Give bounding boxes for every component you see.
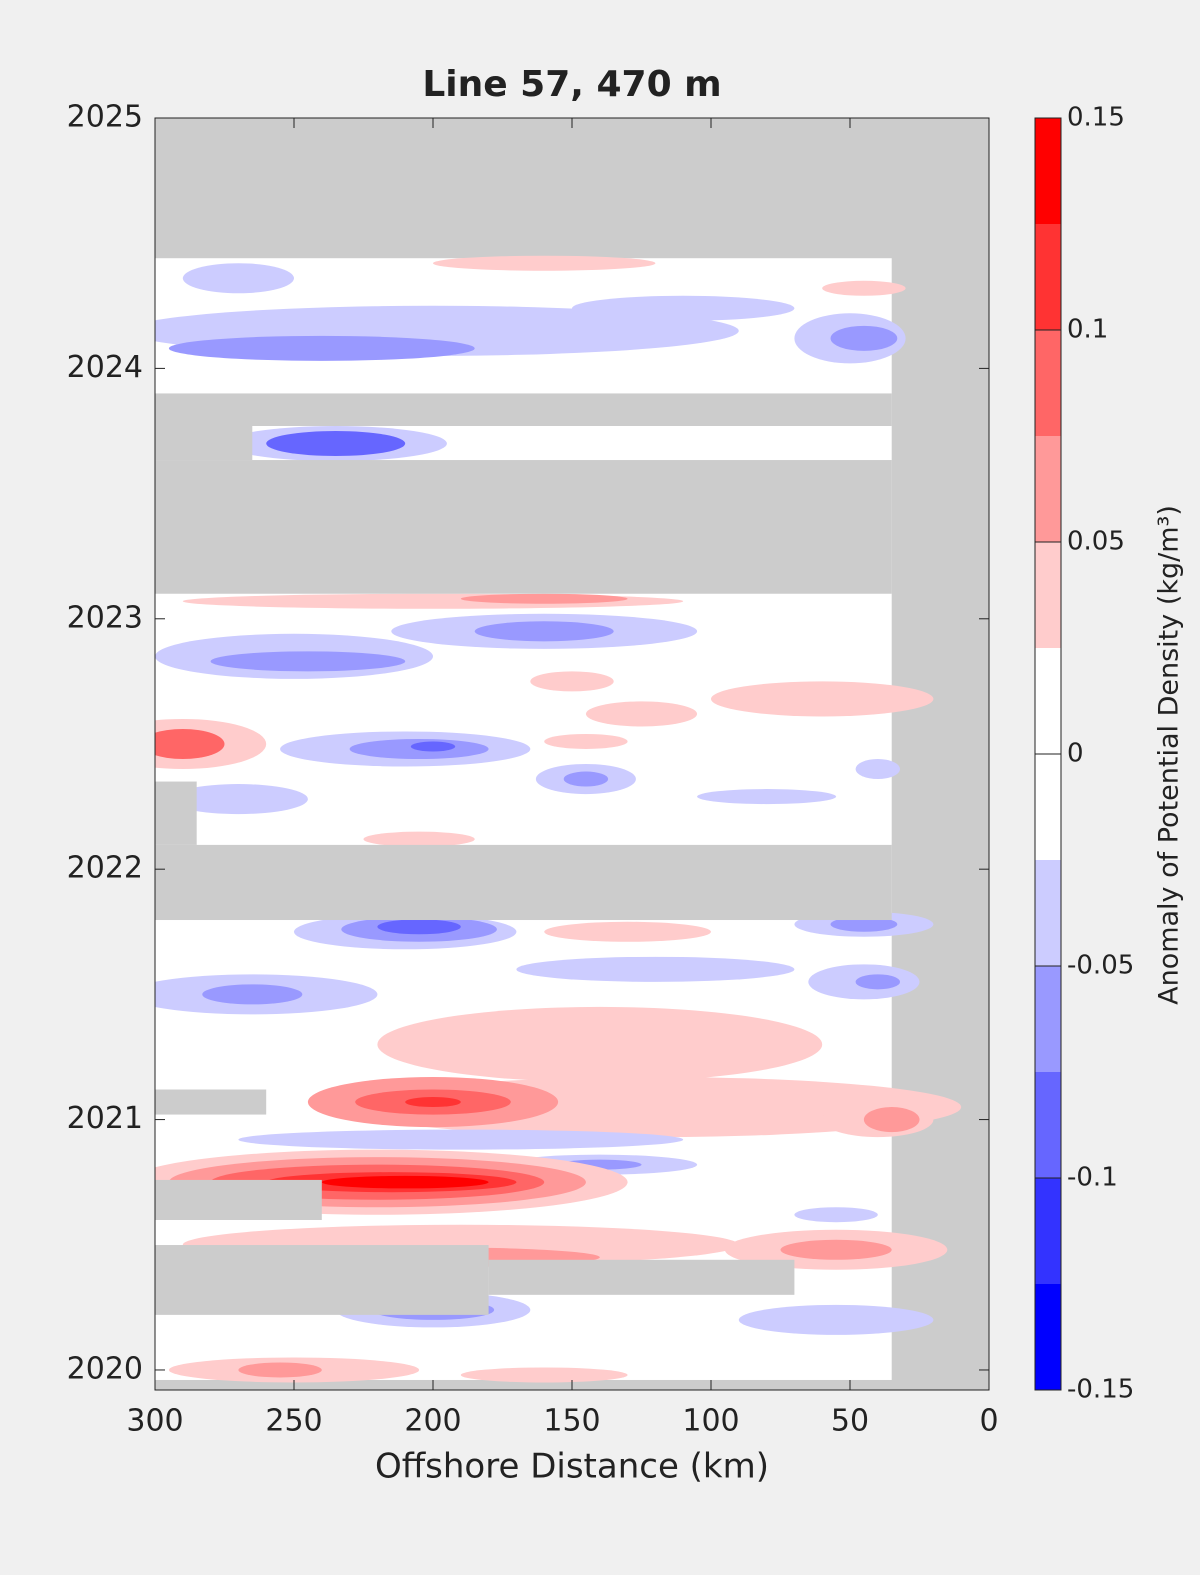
colorbar-swatch — [1035, 754, 1061, 860]
contour-patch — [168, 784, 308, 815]
contour-patch — [168, 335, 475, 361]
contour-patch — [530, 671, 614, 692]
contour-patch — [210, 651, 406, 672]
nodata-gap — [155, 1179, 322, 1220]
nodata-gap — [155, 425, 253, 461]
colorbar-swatch — [1035, 542, 1061, 648]
chart-title: Line 57, 470 m — [422, 64, 721, 105]
colorbar-swatch — [1035, 966, 1061, 1072]
colorbar-tick-label: -0.05 — [1067, 951, 1134, 981]
contour-patch — [363, 831, 475, 847]
contour-patch — [863, 1107, 920, 1133]
contour-patch — [516, 956, 795, 982]
x-tick-label: 100 — [682, 1404, 739, 1439]
contour-patch — [738, 1304, 934, 1335]
x-tick-label: 0 — [979, 1404, 998, 1439]
contour-patch — [563, 771, 609, 787]
colorbar-label: Anomaly of Potential Density (kg/m³) — [1154, 505, 1185, 1005]
y-tick-label: 2021 — [67, 1101, 143, 1136]
nodata-gap — [155, 460, 892, 594]
colorbar-swatch — [1035, 330, 1061, 436]
colorbar-swatch — [1035, 1284, 1061, 1390]
contour-patch — [202, 984, 303, 1005]
contour-patch — [780, 1239, 892, 1260]
contour-patch — [544, 921, 711, 942]
colorbar-tick-label: 0.15 — [1067, 103, 1125, 133]
y-tick-label: 2025 — [67, 100, 143, 135]
contour-patch — [321, 1175, 489, 1189]
colorbar-swatch — [1035, 1072, 1061, 1178]
contour-patch — [238, 1129, 684, 1150]
plot-area — [155, 118, 989, 1390]
colorbar-tick-label: 0.05 — [1067, 527, 1125, 557]
contour-patch — [433, 255, 656, 271]
contour-patch — [697, 789, 837, 805]
x-tick-label: 250 — [265, 1404, 322, 1439]
contour-patch — [182, 263, 294, 294]
x-tick-label: 50 — [831, 1404, 869, 1439]
contour-patch — [822, 280, 906, 296]
contour-patch — [460, 1367, 628, 1383]
nodata-gap — [155, 781, 197, 845]
colorbar-tick-label: 0.1 — [1067, 315, 1108, 345]
colorbar-tick-label: 0 — [1067, 739, 1084, 769]
y-tick-label: 2020 — [67, 1351, 143, 1386]
colorbar-swatch — [1035, 118, 1061, 224]
nodata-gap — [155, 1089, 267, 1115]
contour-patch — [855, 759, 901, 780]
y-tick-label: 2024 — [67, 350, 143, 385]
y-tick-label: 2023 — [67, 600, 143, 635]
contour-patch — [855, 974, 901, 990]
contour-patch — [830, 325, 898, 351]
colorbar-swatch — [1035, 860, 1061, 966]
colorbar-swatch — [1035, 1178, 1061, 1284]
contour-patch — [155, 728, 225, 760]
colorbar-swatch — [1035, 648, 1061, 754]
contour-patch — [572, 295, 795, 321]
nodata-gap — [155, 1245, 489, 1315]
contour-patch — [585, 701, 698, 727]
contour-patch — [830, 916, 898, 932]
contour-patch — [544, 733, 628, 749]
nodata-gap — [155, 844, 892, 921]
contour-patch — [266, 430, 406, 457]
contour-patch — [377, 1006, 823, 1083]
contour-patch — [794, 1207, 878, 1223]
contour-patch — [711, 681, 934, 717]
contour-patch — [405, 1097, 461, 1108]
contour-patch — [410, 741, 456, 752]
nodata-gap — [488, 1259, 795, 1295]
colorbar-tick-label: -0.1 — [1067, 1163, 1118, 1193]
x-tick-label: 300 — [126, 1404, 183, 1439]
contour-patch — [460, 593, 628, 604]
colorbar-tick-label: -0.15 — [1067, 1375, 1134, 1405]
colorbar-swatch — [1035, 436, 1061, 542]
nodata-gap — [155, 393, 892, 426]
contour-patch — [238, 1362, 322, 1378]
y-tick-label: 2022 — [67, 851, 143, 886]
x-tick-label: 200 — [404, 1404, 461, 1439]
colorbar-swatch — [1035, 224, 1061, 330]
x-axis-label: Offshore Distance (km) — [375, 1447, 769, 1487]
contour-patch — [377, 919, 461, 935]
axes: 300 250 200 150 100 50 0 2020 2021 2022 2023 2024 20… — [67, 100, 1135, 1439]
x-tick-label: 150 — [543, 1404, 600, 1439]
contour-patch — [474, 621, 614, 642]
